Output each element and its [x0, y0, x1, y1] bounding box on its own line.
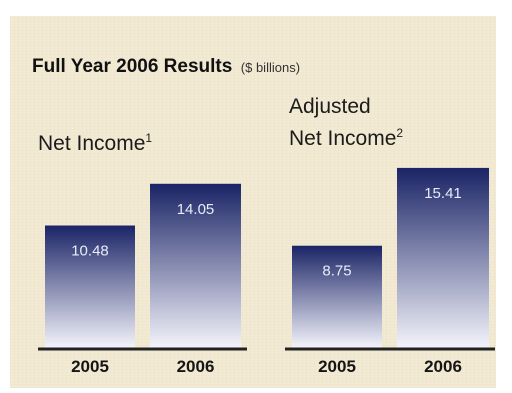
- category-label-net-income-2006: 2006: [177, 357, 215, 376]
- panel-label-adjusted-net-income-text: Net Income: [289, 127, 397, 150]
- panel-label-adjusted-line: Adjusted: [289, 95, 371, 118]
- category-label-net-income-2005: 2005: [71, 357, 109, 376]
- value-label-adjusted-net-income-2006: 15.41: [424, 185, 462, 202]
- value-label-adjusted-net-income-2005: 8.75: [322, 263, 351, 280]
- chart-title: Full Year 2006 Results: [32, 56, 233, 77]
- category-label-adjusted-net-income-2006: 2006: [424, 357, 462, 376]
- chart-unit: ($ billions): [240, 60, 301, 75]
- footnote-marker-1: 1: [145, 131, 153, 145]
- value-label-net-income-2006: 14.05: [177, 201, 215, 218]
- panel-label-adjusted-net-income: Adjusted Net Income2: [289, 94, 403, 152]
- bar-net-income-2006: [150, 183, 241, 348]
- footnote-marker-2: 2: [396, 126, 404, 140]
- bar-adjusted-net-income-2006: [397, 167, 489, 348]
- category-label-adjusted-net-income-2005: 2005: [318, 357, 356, 376]
- value-label-net-income-2005: 10.48: [71, 243, 109, 260]
- panel-label-net-income: Net Income1: [38, 125, 152, 157]
- bar-adjusted-net-income-2005: [292, 245, 382, 348]
- bar-net-income-2005: [45, 225, 135, 348]
- chart-header: Full Year 2006 Results ($ billions): [32, 56, 300, 78]
- panel-label-net-income-text: Net Income: [38, 132, 146, 155]
